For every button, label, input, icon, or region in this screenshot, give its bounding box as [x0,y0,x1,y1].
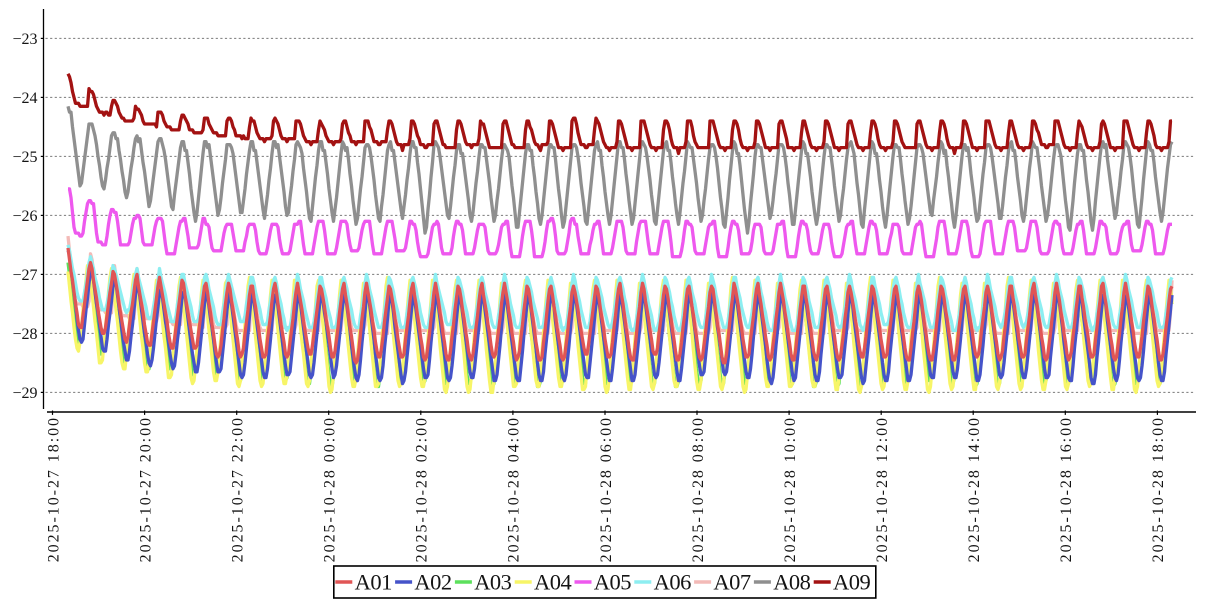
svg-text:−26: −26 [12,208,37,225]
svg-text:A05: A05 [594,570,631,595]
svg-text:−24: −24 [12,90,37,107]
svg-text:A04: A04 [534,570,571,595]
svg-text:−29: −29 [12,385,37,402]
svg-text:2025-10-28 14:00: 2025-10-28 14:00 [966,416,983,562]
svg-text:A09: A09 [833,570,870,595]
svg-text:2025-10-27 22:00: 2025-10-27 22:00 [230,416,247,562]
svg-text:A01: A01 [355,570,392,595]
svg-text:2025-10-28 18:00: 2025-10-28 18:00 [1150,416,1167,562]
svg-text:−25: −25 [12,149,37,166]
svg-text:A03: A03 [474,570,511,595]
svg-text:2025-10-27 18:00: 2025-10-27 18:00 [45,416,62,562]
svg-text:A07: A07 [713,570,750,595]
svg-text:−28: −28 [12,326,37,343]
svg-text:2025-10-28 00:00: 2025-10-28 00:00 [322,416,339,562]
svg-text:2025-10-28 12:00: 2025-10-28 12:00 [874,416,891,562]
svg-text:2025-10-28 10:00: 2025-10-28 10:00 [782,416,799,562]
svg-text:A02: A02 [414,570,451,595]
svg-text:A08: A08 [773,570,810,595]
svg-text:2025-10-28 08:00: 2025-10-28 08:00 [690,416,707,562]
svg-text:2025-10-28 16:00: 2025-10-28 16:00 [1058,416,1075,562]
svg-text:2025-10-28 06:00: 2025-10-28 06:00 [598,416,615,562]
svg-text:2025-10-28 04:00: 2025-10-28 04:00 [506,416,523,562]
svg-text:−27: −27 [12,267,37,284]
svg-text:2025-10-27 20:00: 2025-10-27 20:00 [137,416,154,562]
svg-text:A06: A06 [654,570,691,595]
svg-text:−23: −23 [12,31,37,48]
svg-text:2025-10-28 02:00: 2025-10-28 02:00 [414,416,431,562]
